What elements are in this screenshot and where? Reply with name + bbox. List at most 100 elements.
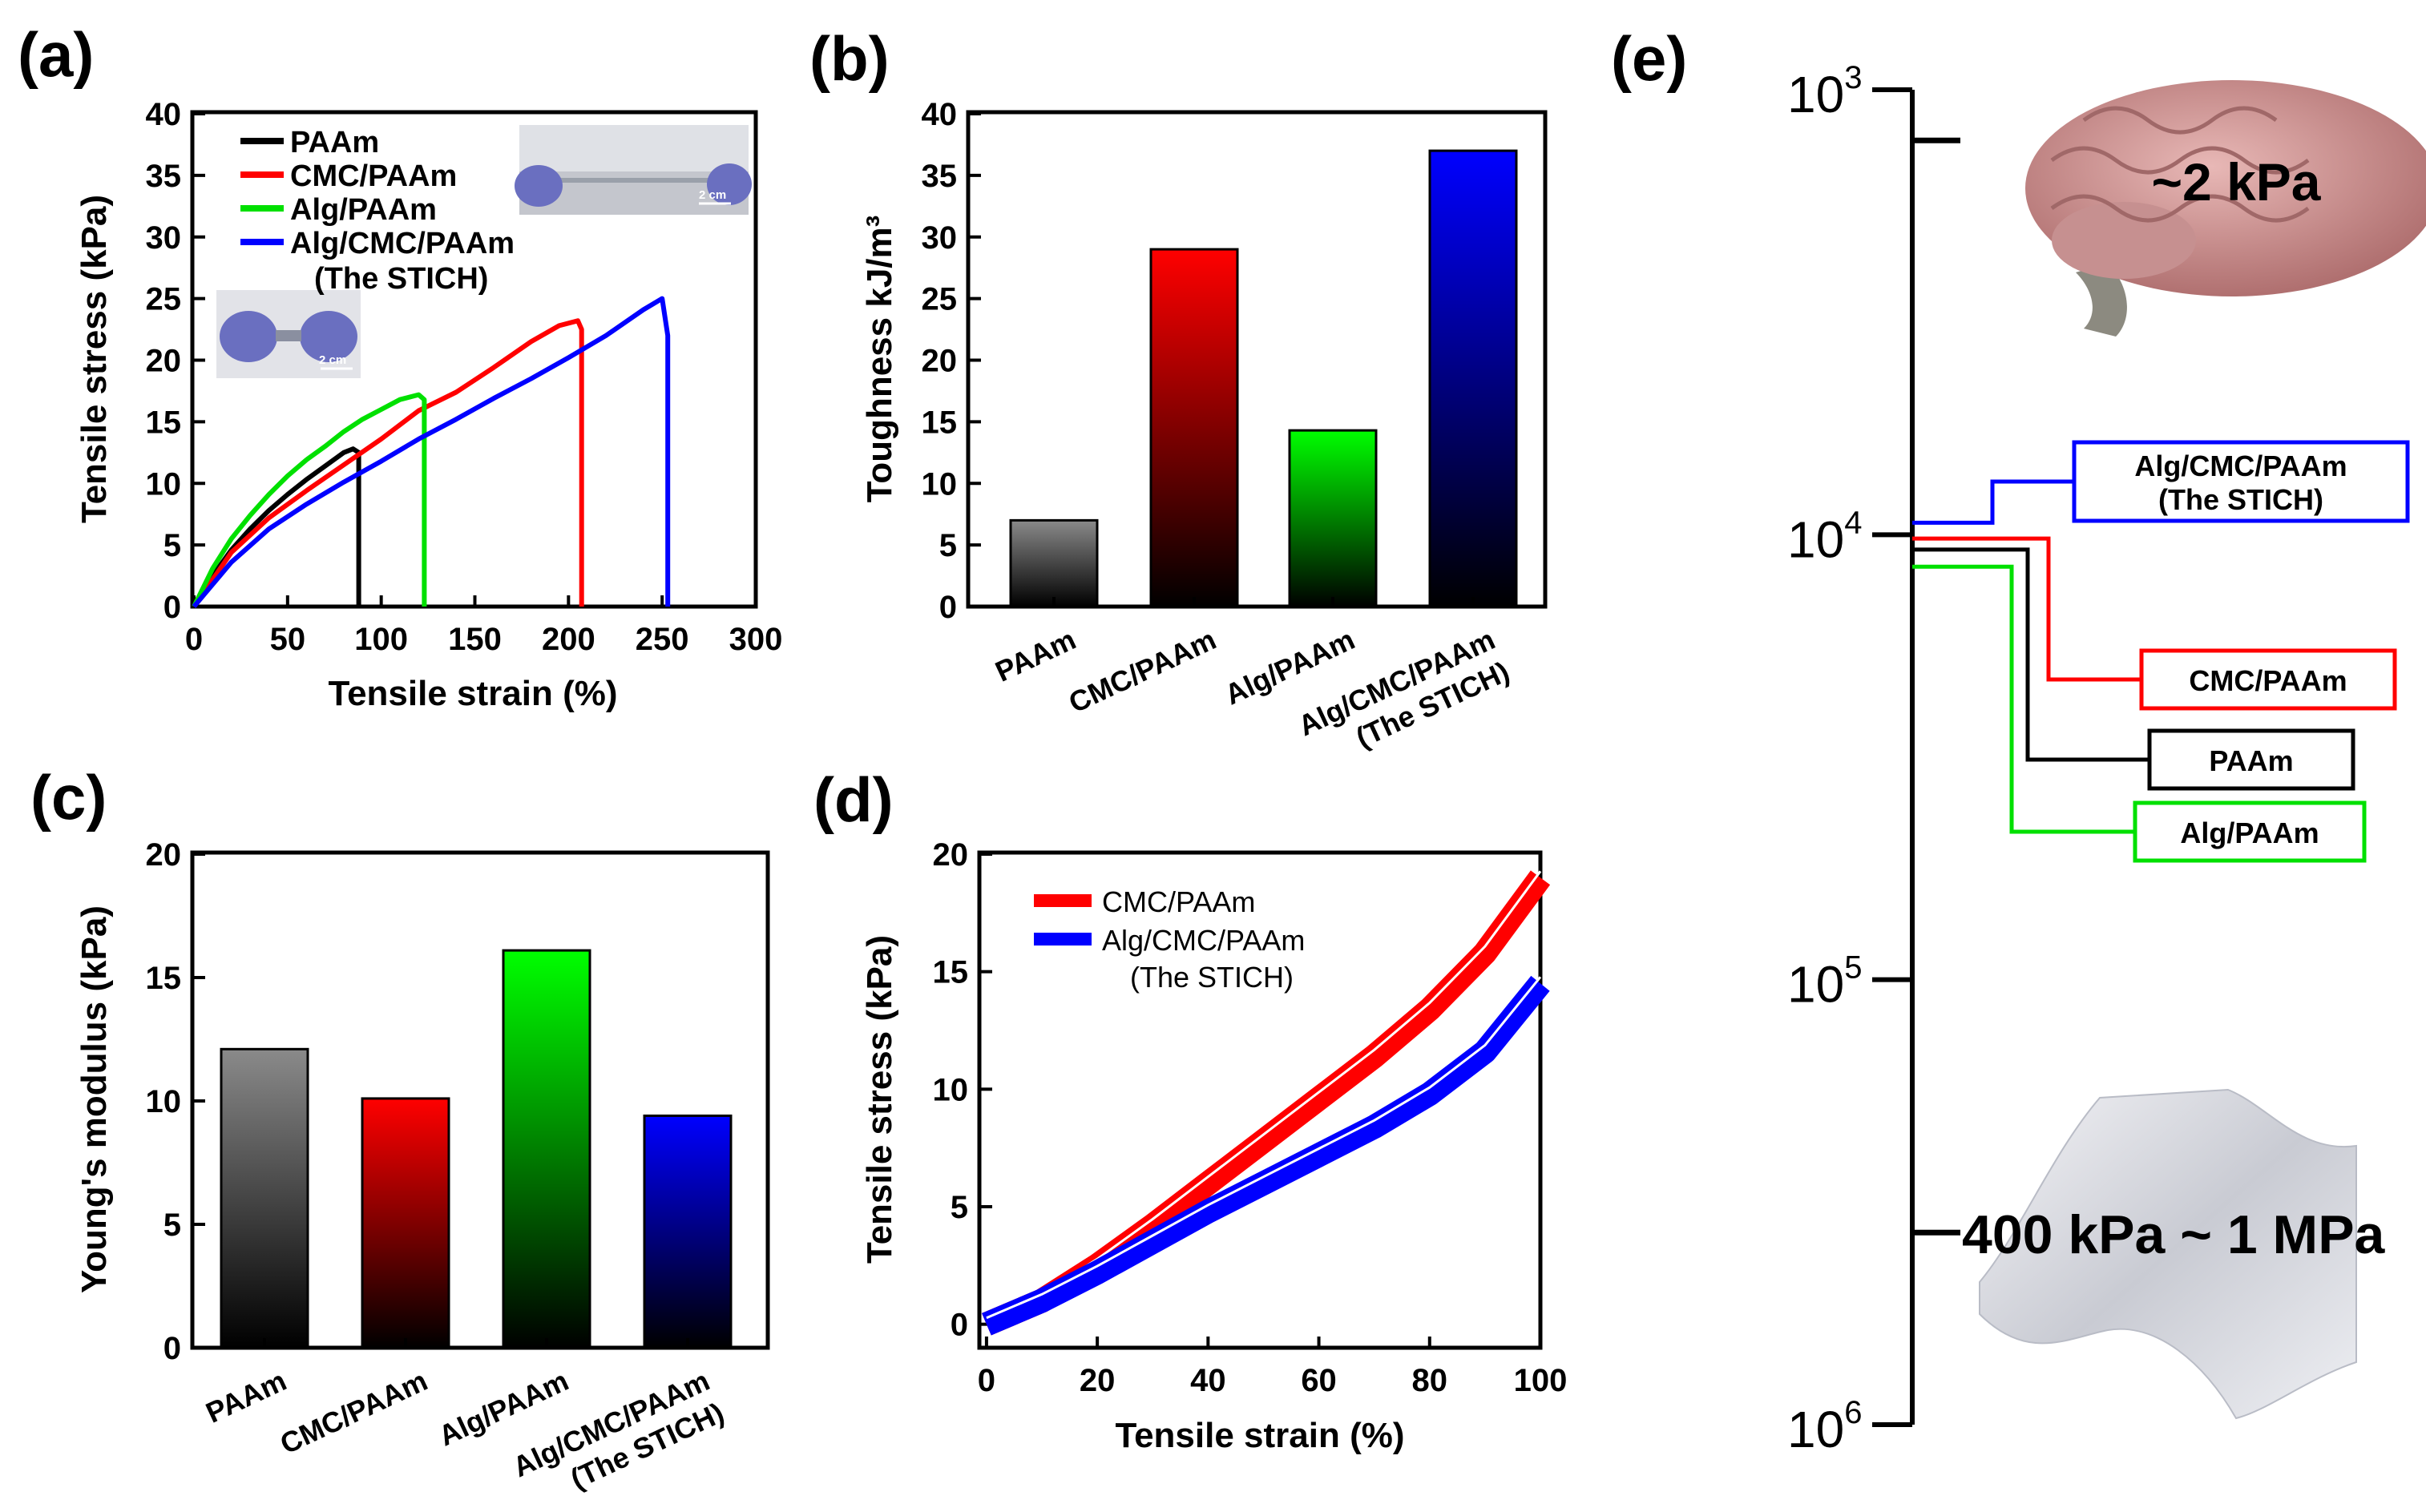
material-box-cmc-paam	[2139, 648, 2397, 711]
y-tick-label: 0	[939, 590, 957, 625]
bar-alg-paam	[502, 949, 591, 1349]
y-tick-label: 10	[922, 466, 958, 502]
legend-d-alg-cmc-paam: Alg/CMC/PAAm	[1102, 924, 1305, 957]
bar-cmc-paam	[361, 1097, 450, 1349]
y-tick-label: 20	[146, 837, 182, 873]
brain-icon	[2025, 80, 2426, 337]
legend-d-cmc-paam: CMC/PAAm	[1102, 885, 1255, 918]
log-tick-label: 104	[1787, 505, 1862, 568]
y-tick-label: 0	[163, 1331, 181, 1366]
x-tick-label: 150	[448, 622, 502, 657]
legend-a-cmc-paam: CMC/PAAm	[290, 159, 457, 193]
material-connector-alg-cmc-paam	[1912, 479, 2074, 525]
y-tick-label: 10	[933, 1072, 969, 1107]
x-tick-label: 100	[1514, 1363, 1568, 1398]
material-box-alg-cmc-paam	[2072, 440, 2410, 523]
series-line-cmc-paam	[192, 318, 584, 608]
material-label-paam: PAAm	[2209, 744, 2293, 777]
plot-frame-c	[190, 850, 770, 1350]
panel-label-d: (d)	[813, 764, 894, 835]
y-tick-label: 15	[146, 961, 182, 996]
y-axis-label-c: Young's modulus (kPa)	[75, 905, 114, 1293]
plot-frame-b	[966, 110, 1548, 609]
y-tick-label: 5	[163, 528, 181, 563]
inset-scale-label-2: 2 cm	[319, 353, 346, 367]
y-tick-label: 5	[939, 528, 957, 563]
y-tick-label: 15	[922, 405, 958, 440]
panel-label-b: (b)	[809, 23, 890, 94]
log-tick-exponent: 3	[1844, 60, 1862, 95]
y-tick-label: 40	[922, 97, 958, 132]
y-axis-label-b: Toughness kJ/m³	[860, 216, 899, 503]
panel-a-line-chart: 2 cm 2 cm 0 50 100 150 200 250 300 0 5 10 15 20 25 30…	[75, 97, 782, 713]
legend-a-alg-paam: Alg/PAAm	[290, 193, 437, 227]
y-tick-label: 0	[951, 1308, 968, 1343]
bar-paam	[1009, 518, 1099, 608]
x-tick-label: 50	[270, 622, 306, 657]
y-tick-label: 40	[146, 97, 182, 132]
y-tick-label: 15	[146, 405, 182, 440]
material-box-paam	[2147, 728, 2355, 791]
material-connector-paam	[1912, 547, 2149, 762]
legend-a-alg-cmc-paam: Alg/CMC/PAAm	[290, 227, 515, 260]
photo-inset-gel-original: 2 cm	[216, 290, 361, 378]
bar-cmc-paam	[1149, 248, 1239, 608]
series-line-alg-cmc-paam	[982, 975, 1550, 1336]
legend-d: CMC/PAAm Alg/CMC/PAAm (The STICH)	[1034, 885, 1305, 994]
x-tick-label: 80	[1412, 1363, 1448, 1398]
material-connector-alg-paam	[1912, 564, 2135, 834]
y-tick-label: 25	[922, 282, 958, 317]
log-tick-exponent: 5	[1844, 950, 1862, 986]
series-line-alg-cmc-paam	[192, 296, 671, 608]
x-tick-label: 300	[729, 622, 783, 657]
reference-label-brain: ~2 kPa	[2151, 152, 2321, 212]
log-tick-label: 103	[1787, 60, 1862, 123]
elastic-sheet-icon	[1979, 1088, 2357, 1420]
bar-alg-cmc-paam	[643, 1114, 733, 1349]
y-axis-label-d: Tensile stress (kPa)	[860, 935, 899, 1264]
y-tick-label: 25	[146, 282, 182, 317]
bar-paam	[220, 1047, 309, 1349]
legend-a: PAAm CMC/PAAm Alg/PAAm Alg/CMC/PAAm (The…	[240, 126, 515, 296]
panel-label-c: (c)	[30, 762, 107, 833]
panel-b-bar-chart: 0510152025303540PAAmCMC/PAAmAlg/PAAmAlg/…	[860, 97, 1548, 754]
y-tick-label: 35	[922, 159, 958, 194]
y-tick-label: 10	[146, 466, 182, 502]
y-axis-label-a: Tensile stress (kPa)	[75, 195, 114, 523]
x-tick-label: 60	[1301, 1363, 1337, 1398]
log-tick-label: 105	[1787, 950, 1862, 1014]
log-tick-label: 106	[1787, 1395, 1862, 1458]
x-tick-label-cmc-paam: CMC/PAAm	[275, 1364, 432, 1461]
reference-label-sheet: 400 kPa ~ 1 MPa	[1962, 1204, 2386, 1265]
material-label-alg-paam: Alg/PAAm	[2180, 816, 2319, 849]
x-tick-label: 0	[978, 1363, 995, 1398]
photo-inset-stretched-gel: 2 cm	[515, 125, 752, 215]
inset-scale-label: 2 cm	[699, 188, 726, 202]
panel-e-modulus-scale: 103 104 105 106 ~2 kPa 400 kPa ~ 1 MPa Alg/CMC…	[1787, 60, 2426, 1458]
material-connector-cmc-paam	[1912, 536, 2141, 682]
material-box-alg-paam	[2133, 800, 2367, 863]
bar-alg-paam	[1288, 429, 1378, 608]
legend-a-the-stich: (The STICH)	[314, 262, 488, 296]
y-tick-label: 20	[933, 837, 969, 873]
y-tick-label: 20	[146, 344, 182, 379]
series-highlight-alg-cmc-paam	[986, 976, 1542, 1320]
x-tick-label: 0	[185, 622, 203, 657]
x-axis-label-a: Tensile strain (%)	[328, 674, 617, 713]
x-tick-label-paam: PAAm	[201, 1364, 292, 1429]
x-tick-label: 100	[354, 622, 408, 657]
panel-label-a: (a)	[18, 19, 94, 90]
log-tick-exponent: 6	[1844, 1395, 1862, 1430]
bar-alg-cmc-paam	[1428, 149, 1518, 608]
y-tick-label: 5	[163, 1208, 181, 1243]
material-label-alg-cmc-paam: Alg/CMC/PAAm	[2134, 450, 2347, 482]
x-tick-label: 20	[1080, 1363, 1116, 1398]
y-tick-label: 15	[933, 955, 969, 990]
y-tick-label: 20	[922, 344, 958, 379]
x-tick-label-cmc-paam: CMC/PAAm	[1064, 623, 1221, 720]
y-tick-label: 30	[146, 220, 182, 256]
x-axis-label-d: Tensile strain (%)	[1115, 1416, 1404, 1455]
y-tick-label: 5	[951, 1190, 968, 1225]
x-tick-label: 200	[542, 622, 595, 657]
